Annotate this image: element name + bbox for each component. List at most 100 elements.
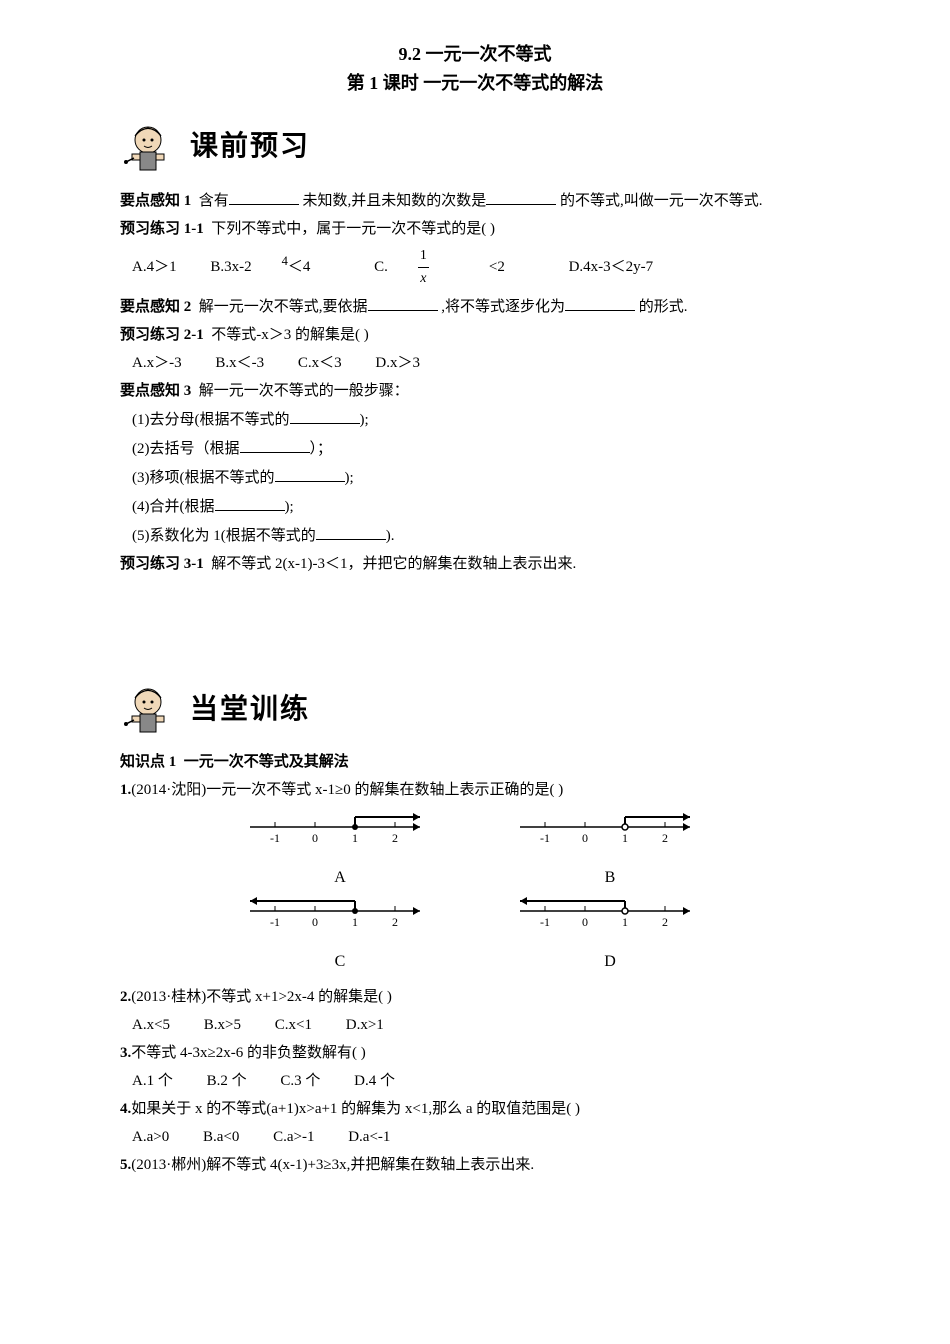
text: (5)系数化为 1(根据不等式的 <box>132 528 316 544</box>
exercise-2-1-label: 预习练习 2-1 <box>120 327 204 343</box>
text: 如果关于 x 的不等式(a+1)x>a+1 的解集为 x<1,那么 a 的取值范… <box>131 1101 580 1117</box>
number-line-options: -1 0 1 2 A -1 0 1 2 <box>120 812 830 974</box>
step-5: (5)系数化为 1(根据不等式的). <box>132 523 830 548</box>
text: ）； <box>310 441 333 457</box>
question-4: 4.如果关于 x 的不等式(a+1)x>a+1 的解集为 x<1,那么 a 的取… <box>120 1097 830 1121</box>
mascot-icon <box>120 680 180 740</box>
text: 下列不等式中，属于一元一次不等式的是( ) <box>211 221 495 237</box>
option-c: C.x＜3 <box>298 351 342 375</box>
knowledge-point-1-label: 知识点 1 <box>120 754 176 770</box>
number-line-a: -1 0 1 2 A <box>245 812 435 891</box>
key-point-1: 要点感知 1 含有 未知数,并且未知数的次数是 的不等式,叫做一元一次不等式. <box>120 188 830 213</box>
text: (2013·郴州)解不等式 4(x-1)+3≥3x,并把解集在数轴上表示出来. <box>131 1157 534 1173</box>
section-practice-label: 当堂训练 <box>190 688 310 733</box>
question-3-options: A.1 个 B.2 个 C.3 个 D.4 个 <box>132 1069 830 1093</box>
text: B.3x-2 <box>210 255 251 279</box>
text: (3)移项(根据不等式的 <box>132 470 275 486</box>
text: ); <box>285 499 294 515</box>
key-point-3: 要点感知 3 解一元一次不等式的一般步骤： <box>120 379 830 403</box>
key-point-2: 要点感知 2 解一元一次不等式,要依据 ,将不等式逐步化为 的形式. <box>120 294 830 319</box>
step-3: (3)移项(根据不等式的); <box>132 465 830 490</box>
exercise-2-1-options: A.x＞-3 B.x＜-3 C.x＜3 D.x＞3 <box>132 351 830 375</box>
question-2: 2.(2013·桂林)不等式 x+1>2x-4 的解集是( ) <box>120 985 830 1009</box>
text: (4)合并(根据 <box>132 499 215 515</box>
option-c: C.3 个 <box>280 1069 320 1093</box>
exercise-3-1: 预习练习 3-1 解不等式 2(x-1)-3＜1，并把它的解集在数轴上表示出来. <box>120 552 830 576</box>
key-point-1-label: 要点感知 1 <box>120 193 191 209</box>
sub-title: 第 1 课时 一元一次不等式的解法 <box>120 69 830 98</box>
section-practice-header: 当堂训练 <box>120 680 830 740</box>
text: 含有 <box>199 193 229 209</box>
text: 解一元一次不等式的一般步骤： <box>199 383 409 399</box>
blank <box>565 294 635 311</box>
text: 未知数,并且未知数的次数是 <box>303 193 487 209</box>
blank-space <box>120 580 830 660</box>
svg-text:1: 1 <box>622 915 628 929</box>
option-d: D.x>1 <box>346 1013 384 1037</box>
svg-text:-1: -1 <box>270 915 280 929</box>
question-4-label: 4. <box>120 1101 131 1117</box>
text: ,将不等式逐步化为 <box>441 299 565 315</box>
option-a: A.a>0 <box>132 1125 169 1149</box>
svg-text:2: 2 <box>662 915 668 929</box>
text: (2014·沈阳)一元一次不等式 x-1≥0 的解集在数轴上表示正确的是( ) <box>131 782 563 798</box>
question-2-label: 2. <box>120 989 131 1005</box>
question-1-label: 1. <box>120 782 131 798</box>
exercise-1-1-label: 预习练习 1-1 <box>120 221 204 237</box>
text: 不等式 4-3x≥2x-6 的非负整数解有( ) <box>131 1045 365 1061</box>
blank <box>368 294 438 311</box>
blank <box>486 188 556 205</box>
option-b: B.x>5 <box>204 1013 241 1037</box>
option-a: A.x<5 <box>132 1013 170 1037</box>
text: C. <box>374 255 388 279</box>
blank <box>215 494 285 511</box>
svg-text:-1: -1 <box>270 831 280 845</box>
step-1: (1)去分母(根据不等式的); <box>132 407 830 432</box>
question-3: 3.不等式 4-3x≥2x-6 的非负整数解有( ) <box>120 1041 830 1065</box>
blank <box>240 436 310 453</box>
option-b: B.a<0 <box>203 1125 239 1149</box>
number-line-d: -1 0 1 2 D <box>515 896 705 975</box>
text: 一元一次不等式及其解法 <box>184 754 349 770</box>
text: 的不等式,叫做一元一次不等式. <box>560 193 763 209</box>
text: (2)去括号（根据 <box>132 441 240 457</box>
option-a: A.1 个 <box>132 1069 173 1093</box>
option-a-label: A <box>245 865 435 891</box>
exercise-1-1-options: A.4＞1 B.3x-24＜4 C.1x<2 D.4x-3＜2y-7 <box>132 245 830 291</box>
option-d: D.a<-1 <box>348 1125 390 1149</box>
option-b: B.2 个 <box>207 1069 247 1093</box>
number-line-c: -1 0 1 2 C <box>245 896 435 975</box>
text: 解一元一次不等式,要依据 <box>199 299 368 315</box>
blank <box>290 407 360 424</box>
svg-text:0: 0 <box>312 831 318 845</box>
question-2-options: A.x<5 B.x>5 C.x<1 D.x>1 <box>132 1013 830 1037</box>
text: 的形式. <box>639 299 688 315</box>
exercise-2-1: 预习练习 2-1 不等式-x＞3 的解集是( ) <box>120 323 830 347</box>
blank <box>316 523 386 540</box>
blank <box>275 465 345 482</box>
option-b: B.x＜-3 <box>215 351 264 375</box>
step-2: (2)去括号（根据 ）； <box>132 436 830 461</box>
mascot-icon <box>120 118 180 178</box>
option-b: B.3x-24＜4 <box>210 251 340 279</box>
text: (1)去分母(根据不等式的 <box>132 412 290 428</box>
text: 解不等式 2(x-1)-3＜1，并把它的解集在数轴上表示出来. <box>211 556 576 572</box>
option-c: C.a>-1 <box>273 1125 314 1149</box>
text: <2 <box>489 255 505 279</box>
svg-text:0: 0 <box>582 915 588 929</box>
option-a: A.4＞1 <box>132 255 177 279</box>
text: ). <box>386 528 395 544</box>
option-d-label: D <box>515 949 705 975</box>
svg-text:1: 1 <box>352 831 358 845</box>
knowledge-point-1: 知识点 1 一元一次不等式及其解法 <box>120 750 830 774</box>
svg-text:0: 0 <box>582 831 588 845</box>
option-d: D.4 个 <box>354 1069 395 1093</box>
svg-text:1: 1 <box>352 915 358 929</box>
fraction: 1x <box>418 245 459 291</box>
svg-text:-1: -1 <box>540 915 550 929</box>
question-5-label: 5. <box>120 1157 131 1173</box>
text: 不等式-x＞3 的解集是( ) <box>211 327 369 343</box>
main-title: 9.2 一元一次不等式 <box>120 40 830 69</box>
number-line-b: -1 0 1 2 B <box>515 812 705 891</box>
text: (2013·桂林)不等式 x+1>2x-4 的解集是( ) <box>131 989 392 1005</box>
